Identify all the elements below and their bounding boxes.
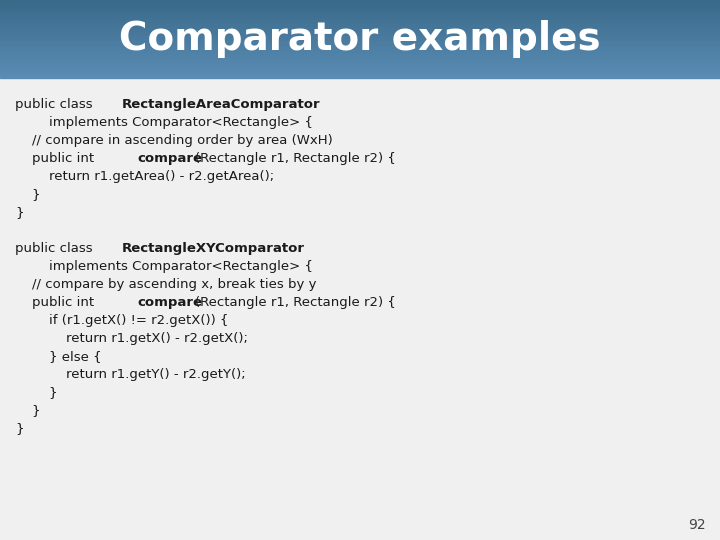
Bar <box>0 62 720 64</box>
Bar <box>0 51 720 53</box>
Bar <box>0 18 720 19</box>
Bar <box>0 6 720 8</box>
Bar <box>0 45 720 47</box>
Bar <box>0 60 720 63</box>
Text: return r1.getY() - r2.getY();: return r1.getY() - r2.getY(); <box>15 368 246 381</box>
Bar <box>0 31 720 32</box>
Bar <box>0 33 720 35</box>
Bar <box>0 8 720 9</box>
Bar <box>0 29 720 31</box>
Text: RectangleXYComparator: RectangleXYComparator <box>122 242 305 255</box>
Bar <box>0 48 720 49</box>
Bar <box>0 14 720 16</box>
Bar <box>0 72 720 74</box>
Text: public int: public int <box>15 152 99 165</box>
Text: (Rectangle r1, Rectangle r2) {: (Rectangle r1, Rectangle r2) { <box>195 296 396 309</box>
Bar <box>0 16 720 18</box>
Text: return r1.getArea() - r2.getArea();: return r1.getArea() - r2.getArea(); <box>15 170 274 183</box>
Bar <box>0 23 720 25</box>
Text: implements Comparator<Rectangle> {: implements Comparator<Rectangle> { <box>15 260 313 273</box>
Bar <box>0 22 720 23</box>
Text: // compare by ascending x, break ties by y: // compare by ascending x, break ties by… <box>15 278 317 291</box>
Bar <box>0 12 720 14</box>
Bar <box>0 54 720 56</box>
Text: }: } <box>15 404 40 417</box>
Bar <box>0 76 720 78</box>
Bar <box>0 66 720 68</box>
Text: }: } <box>15 188 40 201</box>
Bar <box>0 5 720 6</box>
Bar <box>0 41 720 43</box>
Text: // compare in ascending order by area (WxH): // compare in ascending order by area (W… <box>15 134 333 147</box>
Text: }: } <box>15 422 24 435</box>
Text: }: } <box>15 386 58 399</box>
Bar <box>0 1 720 3</box>
Bar <box>0 67 720 69</box>
Text: public int: public int <box>15 296 99 309</box>
Bar <box>0 32 720 34</box>
Text: public class: public class <box>15 242 97 255</box>
Text: RectangleAreaComparator: RectangleAreaComparator <box>122 98 320 111</box>
Bar <box>0 3 720 5</box>
Bar <box>0 50 720 52</box>
Bar <box>0 49 720 51</box>
Bar <box>0 59 720 61</box>
Bar <box>0 64 720 66</box>
Bar <box>0 9 720 10</box>
Bar <box>0 38 720 40</box>
Text: (Rectangle r1, Rectangle r2) {: (Rectangle r1, Rectangle r2) { <box>195 152 396 165</box>
Bar <box>0 53 720 55</box>
Bar <box>0 0 720 1</box>
Bar <box>0 36 720 38</box>
Text: return r1.getX() - r2.getX();: return r1.getX() - r2.getX(); <box>15 332 248 345</box>
Bar <box>0 28 720 30</box>
Bar <box>0 19 720 21</box>
Text: } else {: } else { <box>15 350 102 363</box>
Bar <box>0 56 720 57</box>
Bar <box>0 57 720 58</box>
Text: if (r1.getX() != r2.getX()) {: if (r1.getX() != r2.getX()) { <box>15 314 228 327</box>
Text: public class: public class <box>15 98 97 111</box>
Bar <box>0 58 720 60</box>
Bar <box>0 43 720 44</box>
Bar <box>0 75 720 77</box>
Text: implements Comparator<Rectangle> {: implements Comparator<Rectangle> { <box>15 116 313 129</box>
Bar <box>0 24 720 26</box>
Bar <box>0 71 720 73</box>
Bar <box>0 11 720 13</box>
Bar <box>0 44 720 45</box>
Text: compare: compare <box>138 296 203 309</box>
Text: Comparator examples: Comparator examples <box>120 20 600 58</box>
Text: }: } <box>15 206 24 219</box>
Bar <box>0 37 720 39</box>
Bar <box>0 25 720 28</box>
Bar <box>0 69 720 70</box>
Bar <box>0 27 720 29</box>
Text: 92: 92 <box>688 518 706 532</box>
Bar <box>0 21 720 22</box>
Bar <box>0 40 720 42</box>
Bar <box>0 46 720 48</box>
Bar <box>0 35 720 36</box>
Bar <box>0 2 720 4</box>
Bar <box>0 73 720 76</box>
Bar <box>0 70 720 71</box>
Bar <box>0 15 720 17</box>
Bar <box>0 63 720 65</box>
Bar <box>0 10 720 12</box>
Text: compare: compare <box>138 152 203 165</box>
